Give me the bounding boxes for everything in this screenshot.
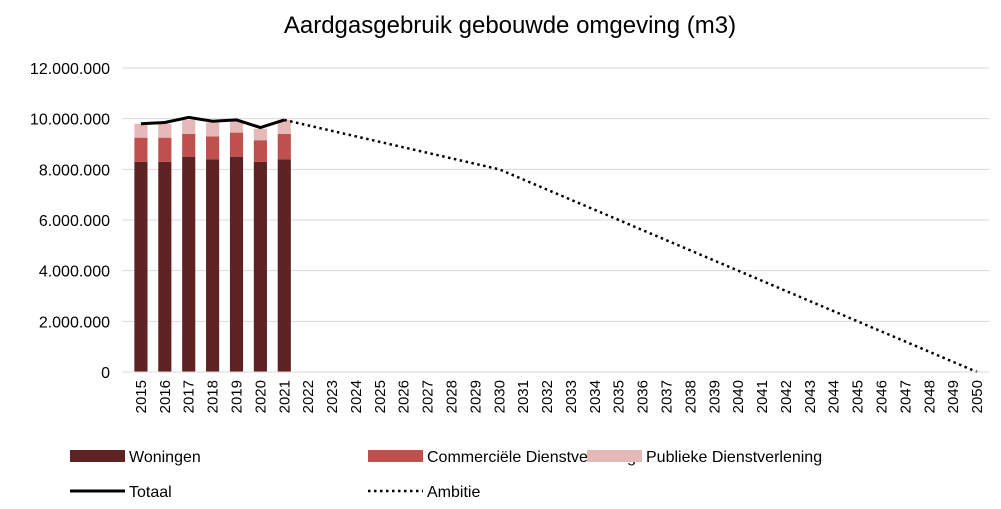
bar-woningen [277, 159, 291, 372]
x-tick-label: 2035 [611, 380, 628, 413]
bar-commerci-le-dienstverlening [158, 137, 172, 162]
chart-title: Aardgasgebruik gebouwde omgeving (m3) [284, 12, 736, 39]
x-tick-label: 2040 [730, 380, 747, 413]
y-tick-label: 2.000.000 [39, 314, 110, 331]
x-tick-label: 2041 [754, 380, 771, 413]
x-tick-label: 2042 [778, 380, 795, 413]
x-tick-label: 2031 [515, 380, 532, 413]
x-tick-label: 2050 [969, 380, 986, 413]
x-tick-label: 2034 [587, 380, 604, 413]
x-tick-label: 2045 [850, 380, 867, 413]
x-tick-label: 2048 [921, 380, 938, 413]
bar-publieke-dienstverlening [206, 122, 220, 137]
bar-commerci-le-dienstverlening [182, 133, 196, 157]
bar-woningen [182, 156, 196, 372]
x-tick-label: 2044 [826, 380, 843, 413]
y-tick-label: 8.000.000 [39, 162, 110, 179]
bar-publieke-dienstverlening [277, 119, 291, 134]
legend-label: Woningen [129, 449, 201, 466]
x-tick-label: 2043 [802, 380, 819, 413]
bar-publieke-dienstverlening [229, 121, 244, 133]
y-tick-label: 0 [101, 365, 110, 382]
legend-label: Ambitie [427, 484, 480, 501]
x-tick-label: 2049 [945, 380, 962, 413]
x-tick-label: 2038 [682, 380, 699, 413]
x-tick-label: 2028 [444, 380, 461, 413]
x-tick-label: 2017 [181, 380, 198, 413]
bar-woningen [206, 159, 220, 372]
bar-commerci-le-dienstverlening [134, 137, 148, 162]
x-tick-label: 2019 [229, 380, 246, 413]
legend-swatch [368, 450, 423, 462]
line-totaal [140, 115, 285, 130]
bar-commerci-le-dienstverlening [277, 133, 291, 160]
bar-publieke-dienstverlening [253, 128, 267, 141]
x-tick-label: 2046 [874, 380, 891, 413]
bar-publieke-dienstverlening [158, 123, 172, 138]
x-tick-label: 2020 [252, 380, 269, 413]
legend-swatch [70, 450, 125, 462]
legend-label: Commerciële Dienstverlening [427, 449, 636, 466]
x-tick-label: 2026 [396, 380, 413, 413]
x-tick-label: 2022 [300, 380, 317, 413]
x-tick-label: 2047 [897, 380, 914, 413]
x-tick-label: 2033 [563, 380, 580, 413]
legend-label: Publieke Dienstverlening [646, 449, 822, 466]
x-tick-label: 2021 [276, 380, 293, 413]
y-tick-label: 12.000.000 [30, 61, 110, 78]
x-tick-label: 2032 [539, 380, 556, 413]
bar-publieke-dienstverlening [182, 119, 196, 134]
y-tick-label: 10.000.000 [30, 112, 110, 129]
bar-woningen [253, 161, 267, 372]
legend-swatch [587, 450, 642, 462]
y-tick-label: 6.000.000 [39, 213, 110, 230]
x-tick-label: 2025 [372, 380, 389, 413]
x-tick-label: 2037 [659, 380, 676, 413]
x-tick-label: 2029 [467, 380, 484, 413]
x-tick-label: 2027 [420, 380, 437, 413]
y-tick-label: 4.000.000 [39, 264, 110, 281]
x-tick-label: 2036 [635, 380, 652, 413]
x-tick-label: 2023 [324, 380, 341, 413]
x-tick-label: 2015 [133, 380, 150, 413]
bar-publieke-dienstverlening [134, 123, 148, 138]
bar-woningen [158, 161, 172, 372]
line-ambitie [283, 118, 978, 374]
x-tick-label: 2024 [348, 380, 365, 413]
bar-woningen [134, 161, 148, 372]
x-tick-label: 2039 [706, 380, 723, 413]
bar-commerci-le-dienstverlening [206, 136, 220, 160]
bar-commerci-le-dienstverlening [229, 132, 244, 157]
x-tick-label: 2030 [491, 380, 508, 413]
legend-label: Totaal [129, 484, 172, 501]
x-tick-label: 2016 [157, 380, 174, 413]
bar-commerci-le-dienstverlening [253, 140, 267, 162]
x-tick-label: 2018 [205, 380, 222, 413]
bar-woningen [229, 156, 244, 372]
